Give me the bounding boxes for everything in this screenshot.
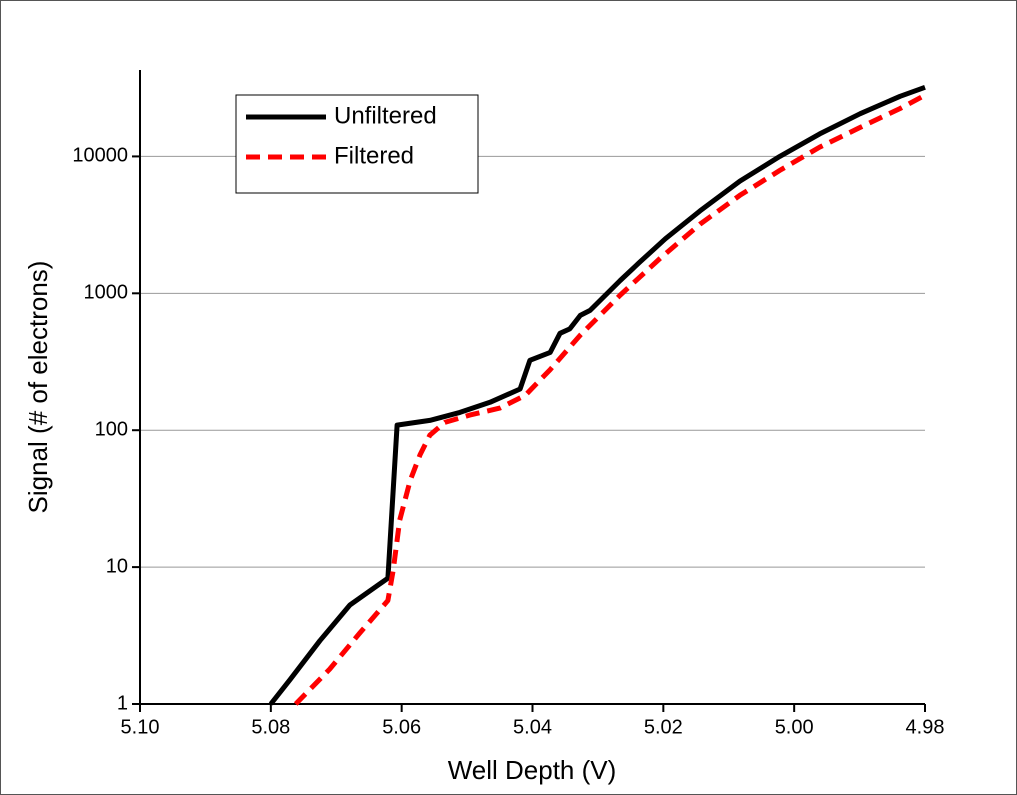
y-tick-label: 1	[117, 692, 128, 714]
x-tick-label: 5.00	[775, 716, 814, 738]
y-tick-label: 10000	[72, 145, 128, 167]
y-axis-label: Signal (# of electrons)	[23, 261, 53, 514]
series-line	[268, 84, 926, 706]
x-tick-label: 5.08	[251, 716, 290, 738]
x-tick-label: 5.06	[382, 716, 421, 738]
x-tick-label: 5.02	[644, 716, 683, 738]
y-tick-label: 1000	[84, 282, 129, 304]
x-tick-label: 5.10	[121, 716, 160, 738]
x-axis-label: Well Depth (V)	[448, 755, 617, 785]
x-tick-label: 5.04	[513, 716, 552, 738]
legend-label: Filtered	[334, 142, 414, 169]
y-tick-label: 100	[95, 418, 128, 440]
legend-label: Unfiltered	[334, 102, 437, 129]
y-tick-label: 10	[106, 555, 128, 577]
legend-box	[235, 94, 479, 194]
series-line	[293, 92, 927, 706]
x-tick-label: 4.98	[906, 716, 945, 738]
